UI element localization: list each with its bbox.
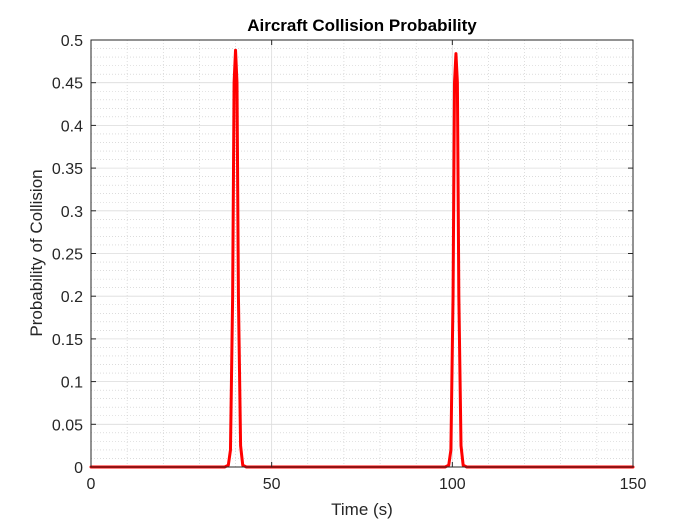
- y-tick-label: 0.1: [61, 375, 83, 392]
- chart-title: Aircraft Collision Probability: [247, 16, 477, 35]
- y-tick-label: 0.05: [52, 417, 83, 434]
- x-tick-label: 0: [87, 476, 96, 493]
- y-tick-label: 0.4: [61, 118, 83, 135]
- x-axis-label: Time (s): [331, 500, 393, 519]
- y-tick-label: 0.35: [52, 161, 83, 178]
- y-tick-label: 0.25: [52, 247, 83, 264]
- y-tick-label: 0: [74, 460, 83, 477]
- y-tick-label: 0.15: [52, 332, 83, 349]
- y-axis-label: Probability of Collision: [27, 169, 46, 336]
- y-tick-labels: 0 0.05 0.1 0.15 0.2 0.25 0.3 0.35 0.4 0.45 0.5: [52, 33, 83, 477]
- ticks: [90, 39, 634, 468]
- y-tick-label: 0.5: [61, 33, 83, 50]
- y-tick-label: 0.45: [52, 76, 83, 93]
- x-tick-labels: 0 50 100 150: [87, 476, 647, 493]
- y-tick-label: 0.3: [61, 204, 83, 221]
- y-tick-label: 0.2: [61, 289, 83, 306]
- x-tick-label: 100: [439, 476, 466, 493]
- x-tick-label: 150: [620, 476, 647, 493]
- x-tick-label: 50: [263, 476, 281, 493]
